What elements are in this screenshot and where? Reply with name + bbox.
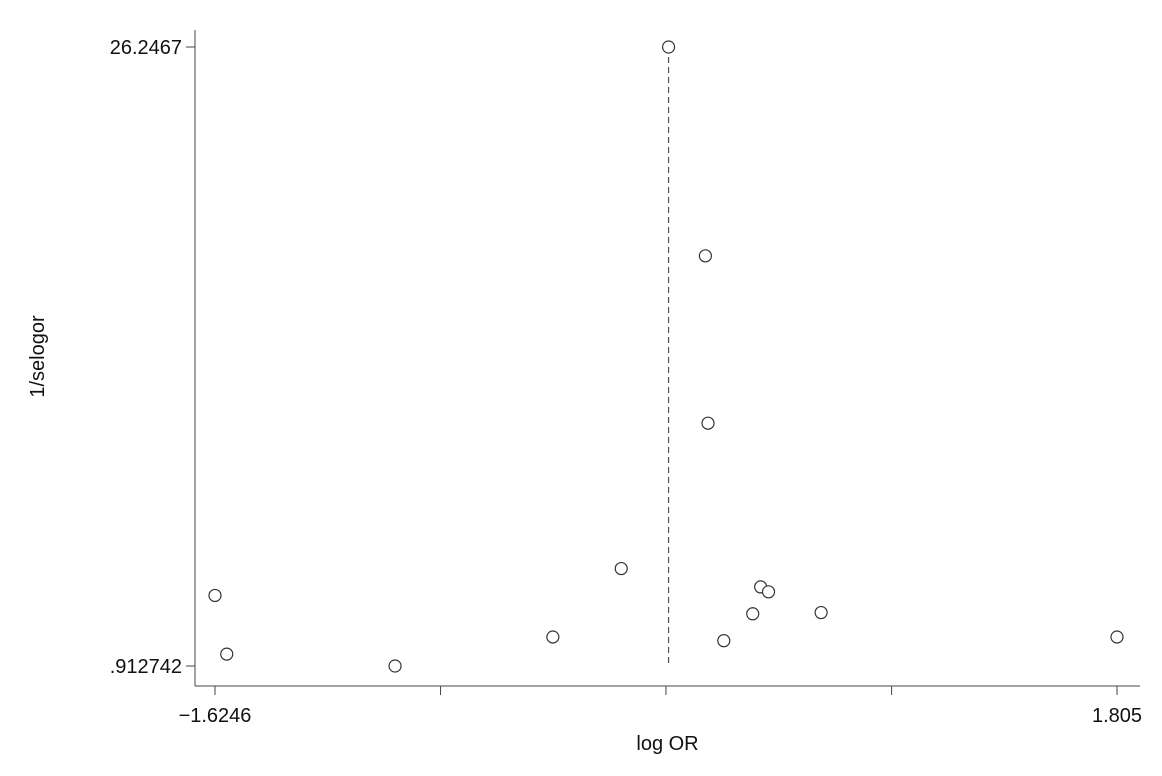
data-point-9: [546, 630, 560, 644]
data-point-13: [388, 659, 402, 673]
data-point-7: [746, 607, 760, 621]
y-axis-title: 1/selogor: [27, 315, 49, 398]
data-point-1: [698, 249, 712, 263]
y-tick-label-1: 26.2467: [110, 37, 182, 59]
data-point-11: [717, 634, 731, 648]
data-point-8: [814, 605, 828, 620]
axes: −1.6246 1.805 .912742 26.2467: [110, 30, 1142, 727]
y-tick-label-0: .912742: [110, 656, 182, 678]
x-tick-label-1: 1.805: [1092, 705, 1142, 727]
x-tick-label-0: −1.6246: [179, 705, 252, 727]
data-point-6: [208, 588, 222, 603]
data-point-2: [701, 416, 715, 430]
data-points: [208, 40, 1124, 673]
x-axis-title: log OR: [636, 733, 698, 755]
data-point-12: [220, 647, 234, 661]
data-point-10: [1110, 630, 1124, 644]
data-point-0: [661, 40, 676, 54]
data-point-3: [614, 561, 628, 576]
data-point-5: [761, 585, 776, 599]
